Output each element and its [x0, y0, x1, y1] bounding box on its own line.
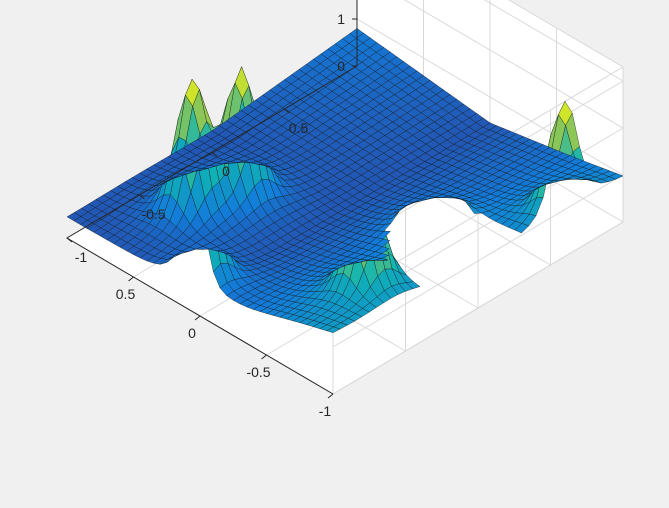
x-tick-label: 0.5	[116, 286, 136, 302]
y-tick-mark	[284, 108, 290, 114]
y-tick-mark	[139, 194, 145, 200]
tick-labels: 0.50-0.5-1-1-0.500.50123	[66, 11, 357, 419]
z-tick-label: 0	[337, 58, 345, 74]
surface-mesh	[66, 28, 624, 333]
y-tick-mark	[211, 151, 218, 157]
x-tick-mark	[327, 393, 334, 399]
y-tick-label: 0.5	[289, 120, 309, 136]
x-tick-mark	[194, 315, 201, 321]
pane-edge	[507, 0, 624, 68]
y-tick-label: 0	[222, 163, 230, 179]
grid-line	[332, 18, 624, 348]
grid-line	[332, 0, 624, 301]
x-tick-mark	[128, 276, 134, 282]
y-tick-mark	[66, 237, 73, 243]
x-tick-label: -1	[319, 403, 332, 419]
z-tick-label: 1	[337, 11, 345, 27]
y-tick-label: -1	[75, 249, 88, 265]
y-tick-label: -0.5	[141, 206, 165, 222]
x-tick-mark	[261, 354, 267, 360]
x-tick-label: -0.5	[246, 364, 270, 380]
x-tick-label: 0	[188, 325, 196, 341]
